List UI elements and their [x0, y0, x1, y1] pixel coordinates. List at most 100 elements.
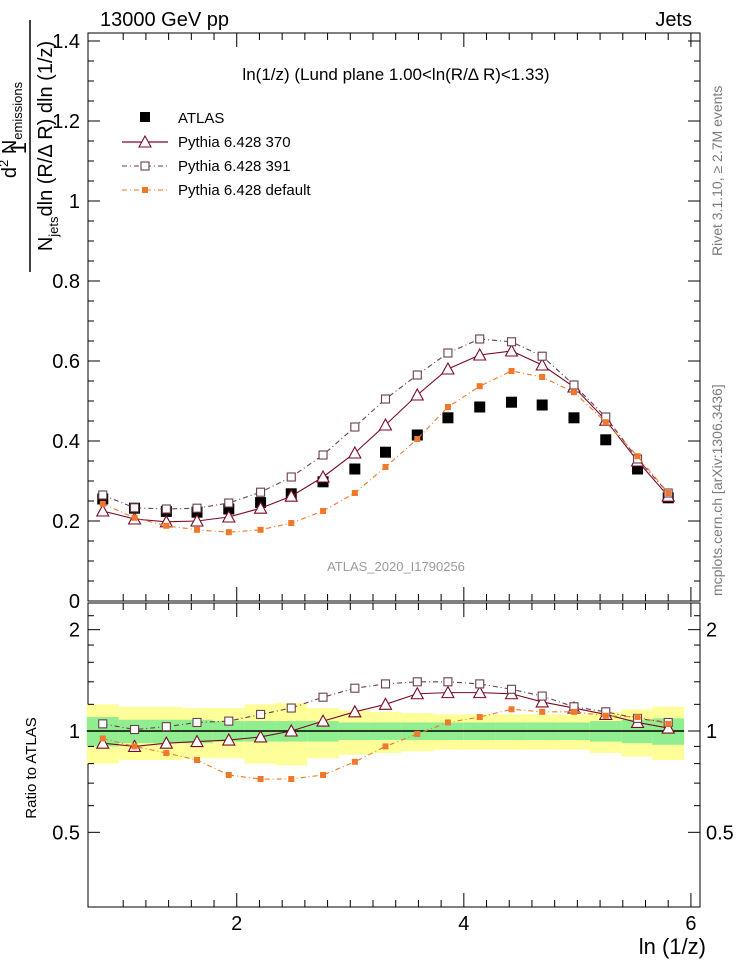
ratio-series-point: [159, 736, 174, 749]
ratio-series-point: [539, 708, 546, 715]
legend-label-atlas: ATLAS: [178, 110, 224, 127]
main-series-point: [379, 446, 391, 458]
main-series-point: [414, 436, 421, 442]
main-y-tick-label: 0.6: [52, 351, 80, 373]
ratio-series-point: [602, 712, 609, 719]
main-series-3: [99, 368, 672, 536]
ratio-series-point: [320, 772, 327, 779]
main-series-point: [350, 422, 360, 432]
ratio-series-2: [99, 706, 672, 783]
ratio-series-point: [508, 706, 515, 713]
main-series-point: [537, 351, 547, 361]
ratio-series-point: [661, 720, 676, 734]
main-y-tick-label: 0.2: [52, 511, 80, 533]
main-series-point: [506, 396, 518, 408]
ratio-series-point: [192, 717, 202, 728]
ratio-series-point: [472, 685, 487, 699]
ratio-series-point: [253, 729, 268, 743]
main-plot-title: ln(1/z) (Lund plane 1.00<ln(R/Δ R)<1.33): [242, 65, 549, 84]
ratio-series-point: [444, 719, 451, 726]
ratio-y-tick-label-right: 1: [706, 721, 717, 743]
ratio-series-point: [95, 736, 110, 749]
main-series-point: [472, 347, 487, 361]
rivet-version-label: Rivet 3.1.10, ≥ 2.7M events: [709, 86, 725, 256]
ratio-plot-layer: 2 4 6 0.5 0.5 1 1 2 2: [52, 603, 734, 935]
ratio-series-point: [475, 679, 485, 689]
y-title-sup: 2: [0, 160, 11, 167]
legend-marker-pythia370: [138, 134, 152, 148]
ratio-series-point: [537, 691, 547, 701]
ratio-series-point: [412, 677, 422, 687]
main-y-tick-label: 0: [69, 591, 80, 613]
main-series-point: [600, 434, 612, 446]
ratio-series-point: [316, 713, 330, 727]
y-title-den-n: N: [35, 237, 57, 251]
legend-label-pythia-default: Pythia 6.428 default: [178, 182, 311, 199]
ratio-series-point: [476, 714, 483, 721]
main-series-point: [256, 487, 266, 497]
main-series-point: [351, 490, 358, 496]
main-series-point: [508, 368, 515, 374]
ratio-x-tick-label: 2: [231, 913, 242, 935]
legend-label-pythia370: Pythia 6.428 370: [178, 134, 291, 151]
main-series-point: [257, 526, 264, 533]
y-title-sub: emissions: [10, 81, 25, 139]
ratio-x-tick-label: 4: [458, 913, 469, 935]
main-series-point: [347, 445, 362, 459]
ratio-series-point: [225, 772, 232, 779]
main-series-point: [380, 394, 391, 404]
main-series-point: [412, 370, 422, 380]
main-series-point: [535, 357, 550, 371]
main-series-point: [99, 500, 106, 507]
main-series-point: [411, 429, 423, 441]
y-title-one: 1: [6, 142, 31, 154]
main-series-point: [224, 498, 234, 508]
main-series-point: [190, 513, 204, 527]
legend-marker-atlas: [140, 112, 150, 122]
main-series-point: [410, 387, 425, 401]
ratio-series-point: [634, 714, 641, 721]
ratio-series-point: [410, 686, 425, 700]
main-series-point: [441, 361, 455, 375]
main-series-point: [98, 490, 108, 500]
y-title-d: d: [0, 167, 21, 178]
ratio-series-point: [161, 722, 171, 732]
main-series-point: [288, 520, 295, 526]
main-series-point: [349, 463, 361, 475]
ratio-x-tick-label: 6: [685, 913, 696, 935]
ratio-series-point: [414, 730, 421, 737]
main-series-point: [131, 514, 138, 521]
y-title-denominator: Njetsdln (R/Δ R) dln (1/z): [35, 41, 61, 251]
main-series-point: [130, 503, 140, 513]
ratio-series-point: [99, 735, 106, 742]
ratio-series-point: [131, 743, 138, 750]
main-plot-layer: 0 0.2 0.4 0.6 0.8 1 1.2 1.4: [52, 31, 700, 613]
ratio-series-point: [288, 776, 295, 783]
main-series-point: [443, 348, 453, 358]
main-y-tick-label: 1: [69, 191, 80, 213]
ratio-series-1: [98, 677, 673, 735]
ratio-series-point: [163, 750, 170, 757]
main-series-point: [286, 472, 296, 482]
main-series-point: [506, 337, 517, 347]
ratio-series-point: [286, 703, 296, 713]
main-series-point: [475, 334, 485, 344]
ratio-series-point: [130, 724, 140, 735]
main-series-point: [602, 419, 609, 426]
legend-label-pythia391: Pythia 6.428 391: [178, 158, 291, 175]
main-series-point: [665, 490, 672, 496]
main-series-1: [95, 343, 676, 528]
ratio-series-point: [318, 692, 328, 702]
main-series-point: [444, 404, 451, 410]
main-series-point: [225, 529, 232, 536]
main-y-tick-label: 1.4: [52, 31, 80, 53]
ratio-y-tick-label: 1: [69, 721, 80, 743]
main-series-point: [192, 503, 202, 513]
ratio-series-point: [98, 719, 108, 729]
main-series-point: [632, 463, 644, 475]
ratio-y-tick-label-right: 2: [706, 620, 717, 642]
ratio-series-point: [350, 683, 360, 693]
main-series-point: [539, 374, 546, 380]
ratio-y-axis-title: Ratio to ATLAS: [23, 717, 40, 818]
main-series-point: [504, 343, 519, 357]
